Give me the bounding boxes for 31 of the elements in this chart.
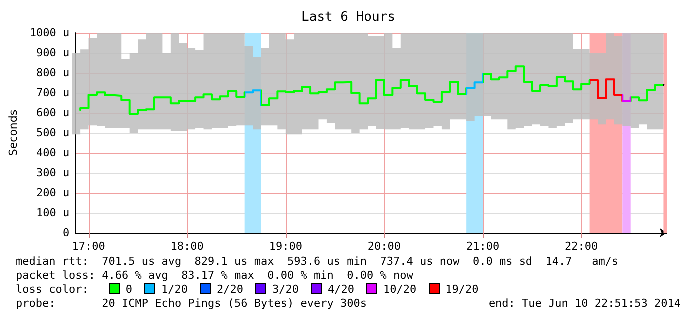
y-tick-label: 600 u: [36, 106, 70, 120]
text: 3/20: [272, 283, 299, 296]
text: 2/20: [216, 283, 244, 296]
text: probe: 20 ICMP Echo Pings (56 Bytes) every 300s: [16, 297, 367, 310]
text: median rtt: 701.5 us avg 829.1 us max 593.6 us min 737.4 us now 0.0 ms sd 14.7 am/s: [16, 255, 619, 268]
text: 1/20: [161, 283, 188, 296]
x-tick-label: 17:00: [72, 240, 106, 253]
y-tick-label: 900 u: [36, 46, 70, 60]
chart-title: Last 6 Hours: [302, 10, 396, 25]
y-axis-title: Seconds: [7, 110, 20, 156]
x-tick-label: 20:00: [368, 240, 402, 253]
y-tick-label: 1000 u: [30, 26, 70, 40]
y-tick-label: 100 u: [36, 206, 70, 220]
text: 4/20: [328, 283, 354, 296]
y-tick-label: 500 u: [36, 126, 70, 140]
y-tick-label: 400 u: [36, 146, 70, 160]
x-tick-label: 21:00: [466, 240, 500, 253]
text: loss color:: [16, 283, 89, 296]
x-tick-label: 18:00: [170, 240, 204, 253]
y-tick-label: 0: [63, 226, 70, 240]
y-tick-label: 300 u: [36, 166, 70, 180]
text: end: Tue Jun 10 22:51:53 2014: [488, 297, 681, 310]
text: 0: [126, 283, 132, 296]
text: 10/20: [383, 283, 417, 296]
y-tick-label: 700 u: [36, 86, 70, 100]
y-tick-label: 200 u: [36, 186, 70, 200]
x-tick-label: 19:00: [269, 240, 302, 253]
text: packet loss: 4.66 % avg 83.17 % max 0.00 % min 0.00 % now: [16, 269, 414, 282]
y-tick-label: 800 u: [36, 66, 70, 80]
x-tick-label: 22:00: [565, 240, 598, 253]
text: 19/20: [446, 283, 479, 296]
